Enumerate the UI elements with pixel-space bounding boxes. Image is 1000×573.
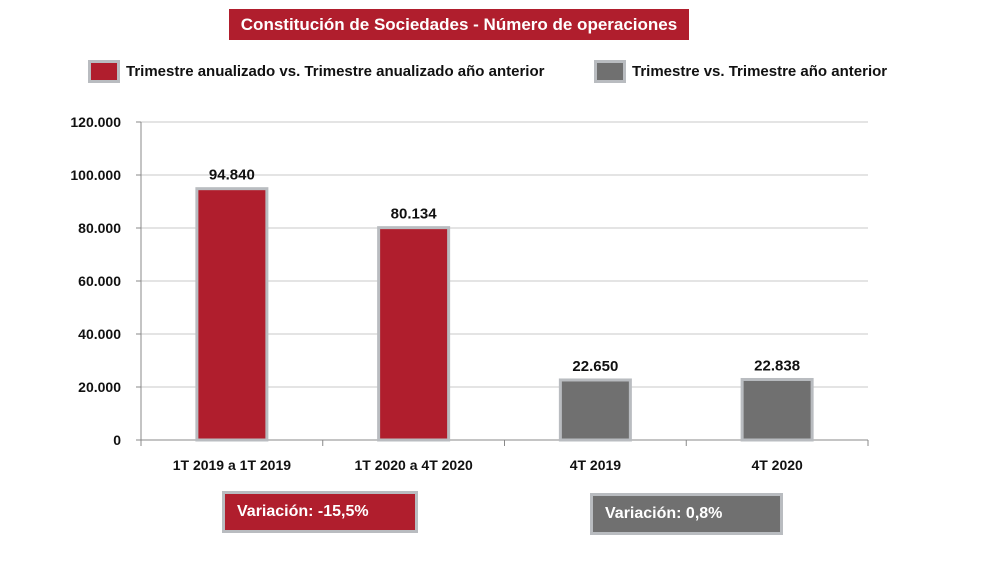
y-tick-label: 120.000 [70,114,121,130]
y-tick-label: 100.000 [70,167,121,183]
bar [740,377,814,442]
legend-swatch-gray [594,60,626,83]
x-tick-label: 1T 2019 a 1T 2019 [173,457,292,473]
legend-swatch-red [88,60,120,83]
bar [558,378,632,442]
y-tick-label: 20.000 [78,379,121,395]
legend-label: Trimestre anualizado vs. Trimestre anual… [126,63,545,80]
y-tick-label: 60.000 [78,273,121,289]
bar-chart: 0 20.000 40.000 60.000 80.000 100.000 120.000 9… [70,114,869,473]
x-tick-label: 4T 2020 [751,457,803,473]
variation-box-annualized: Variación: -15,5% [222,491,418,533]
legend-item-annualized: Trimestre anualizado vs. Trimestre anual… [88,60,544,83]
data-label: 80.134 [391,206,438,223]
y-tick-label: 40.000 [78,326,121,342]
y-tick-label: 80.000 [78,220,121,236]
x-tick-label: 4T 2019 [570,457,622,473]
data-label: 22.838 [754,357,800,374]
chart-title: Constitución de Sociedades - Número de o… [229,9,689,40]
bar [195,187,269,442]
legend-item-quarter: Trimestre vs. Trimestre año anterior [594,60,887,83]
data-label: 22.650 [572,358,618,375]
data-label: 94.840 [209,167,255,184]
variation-box-quarter: Variación: 0,8% [590,493,783,535]
bar [377,226,451,442]
x-tick-label: 1T 2020 a 4T 2020 [354,457,473,473]
legend-label: Trimestre vs. Trimestre año anterior [632,63,888,80]
y-tick-label: 0 [113,432,121,448]
